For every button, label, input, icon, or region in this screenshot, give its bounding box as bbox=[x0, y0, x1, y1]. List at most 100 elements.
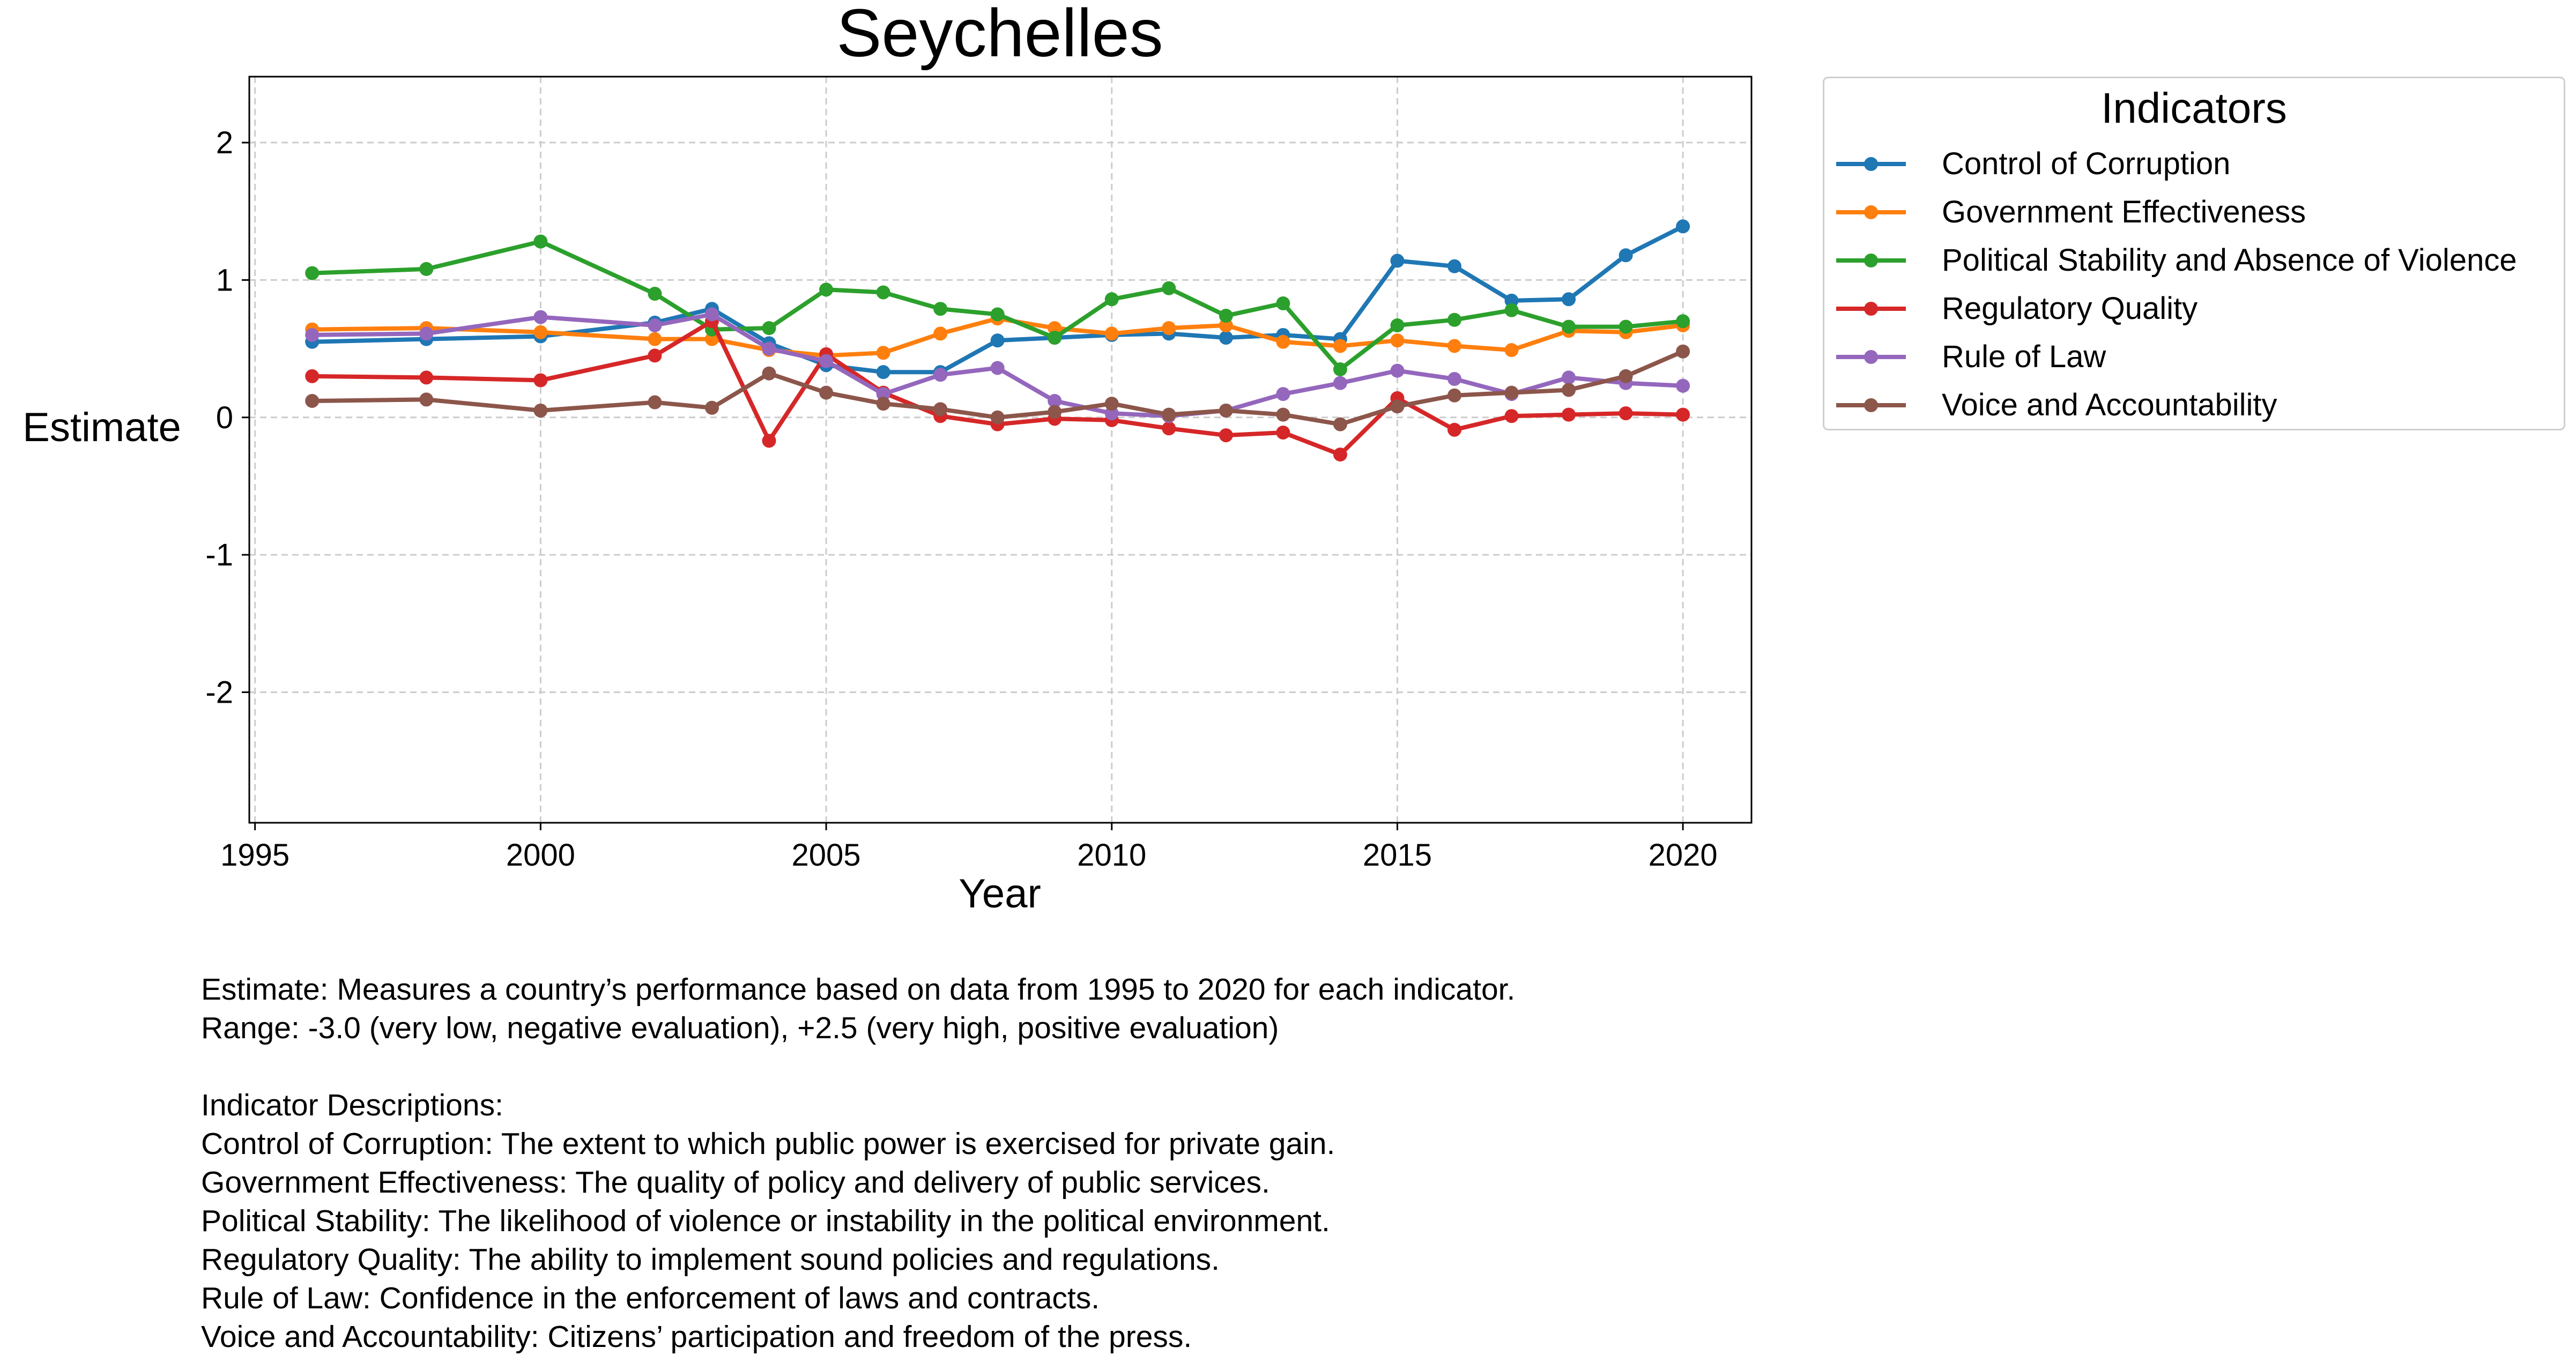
data-point bbox=[1104, 397, 1119, 411]
legend-swatch bbox=[1836, 254, 1906, 267]
data-point bbox=[1447, 339, 1461, 353]
data-point bbox=[648, 318, 662, 332]
legend-label: Voice and Accountability bbox=[1942, 388, 2277, 422]
series-lines bbox=[305, 219, 1690, 461]
data-point bbox=[1162, 421, 1176, 436]
legend-item: Rule of Law bbox=[1836, 336, 2555, 378]
data-point bbox=[876, 387, 890, 401]
x-tick-label: 2020 bbox=[1649, 838, 1718, 873]
data-point bbox=[1162, 407, 1176, 422]
data-point bbox=[305, 266, 320, 280]
legend-item: Political Stability and Absence of Viole… bbox=[1836, 239, 2555, 282]
y-tick-label: -1 bbox=[205, 538, 233, 572]
legend-item: Regulatory Quality bbox=[1836, 287, 2555, 330]
data-point bbox=[1447, 259, 1461, 273]
data-point bbox=[704, 307, 719, 322]
data-point bbox=[1447, 312, 1461, 327]
data-point bbox=[1390, 318, 1405, 332]
legend-swatch bbox=[1836, 302, 1906, 316]
data-point bbox=[1390, 399, 1405, 414]
note-line: Control of Corruption: The extent to whi… bbox=[201, 1127, 1335, 1161]
legend-label: Government Effectiveness bbox=[1942, 195, 2306, 229]
data-point bbox=[1676, 407, 1690, 422]
data-point bbox=[1219, 331, 1233, 345]
data-point bbox=[1504, 343, 1519, 358]
data-point bbox=[1619, 369, 1633, 383]
series-line bbox=[312, 224, 1684, 375]
data-point bbox=[1504, 303, 1519, 317]
series-6 bbox=[305, 344, 1690, 431]
data-point bbox=[1219, 309, 1233, 323]
y-tick-label: 2 bbox=[216, 125, 233, 160]
x-tick-label: 2015 bbox=[1363, 838, 1432, 873]
data-point bbox=[1390, 363, 1405, 378]
data-point bbox=[648, 287, 662, 301]
series-3 bbox=[305, 234, 1690, 377]
data-point bbox=[1676, 219, 1690, 234]
data-point bbox=[762, 321, 776, 336]
legend-item: Voice and Accountability bbox=[1836, 384, 2555, 427]
data-point bbox=[1562, 292, 1576, 307]
x-tick-label: 2000 bbox=[506, 838, 575, 873]
data-point bbox=[1276, 407, 1290, 422]
data-point bbox=[1676, 314, 1690, 329]
legend-label: Political Stability and Absence of Viole… bbox=[1942, 243, 2517, 278]
data-point bbox=[1219, 318, 1233, 332]
data-point bbox=[1048, 393, 1062, 408]
y-axis: -2 -1 0 1 2 bbox=[205, 125, 249, 710]
data-point bbox=[1676, 344, 1690, 359]
data-point bbox=[1619, 406, 1633, 421]
data-point bbox=[648, 332, 662, 346]
data-point bbox=[819, 385, 834, 400]
data-point bbox=[1276, 425, 1290, 440]
data-point bbox=[1219, 428, 1233, 443]
data-point bbox=[933, 302, 948, 316]
data-point bbox=[1048, 331, 1062, 345]
note-line: Political Stability: The likelihood of v… bbox=[201, 1204, 1330, 1238]
data-point bbox=[533, 234, 548, 249]
data-point bbox=[762, 341, 776, 356]
series-line bbox=[312, 319, 1683, 457]
legend-swatch bbox=[1836, 398, 1906, 412]
line-chart: Seychelles 1995 2000 2005 2010 2015 2020 -2 -1… bbox=[23, 0, 1753, 917]
data-point bbox=[1562, 319, 1576, 334]
series-1 bbox=[305, 219, 1690, 379]
data-point bbox=[876, 365, 890, 379]
data-point bbox=[1390, 254, 1405, 268]
data-point bbox=[1562, 383, 1576, 397]
data-point bbox=[1104, 292, 1119, 307]
note-line: Government Effectiveness: The quality of… bbox=[201, 1165, 1270, 1200]
data-point bbox=[1333, 362, 1347, 377]
legend-label: Rule of Law bbox=[1942, 339, 2106, 374]
series-line bbox=[312, 349, 1684, 427]
data-point bbox=[1676, 378, 1690, 393]
data-point bbox=[1276, 296, 1290, 310]
legend: Indicators Control of Corruption Governme… bbox=[1823, 77, 2565, 430]
plot-frame bbox=[248, 76, 1753, 824]
legend-item: Government Effectiveness bbox=[1836, 191, 2555, 234]
data-point bbox=[1333, 376, 1347, 390]
data-point bbox=[933, 368, 948, 382]
legend-title: Indicators bbox=[2101, 84, 2287, 132]
data-point bbox=[704, 332, 719, 346]
data-point bbox=[1048, 321, 1062, 336]
data-point bbox=[419, 392, 434, 407]
data-point bbox=[990, 333, 1005, 348]
y-tick-label: 1 bbox=[216, 263, 233, 297]
data-point bbox=[419, 262, 434, 276]
data-point bbox=[1104, 406, 1119, 421]
data-point bbox=[533, 325, 548, 339]
note-line: Range: -3.0 (very low, negative evaluati… bbox=[201, 1011, 1279, 1045]
data-point bbox=[1162, 321, 1176, 336]
data-point bbox=[1219, 403, 1233, 418]
data-point bbox=[1048, 405, 1062, 419]
data-point bbox=[704, 400, 719, 415]
y-tick-label: -2 bbox=[205, 675, 233, 710]
legend-label: Regulatory Quality bbox=[1942, 291, 2198, 326]
data-point bbox=[762, 434, 776, 448]
data-point bbox=[990, 410, 1005, 425]
data-point bbox=[1333, 447, 1347, 461]
note-line: Indicator Descriptions: bbox=[201, 1088, 503, 1122]
x-tick-label: 1995 bbox=[220, 838, 289, 873]
data-point bbox=[933, 402, 948, 416]
